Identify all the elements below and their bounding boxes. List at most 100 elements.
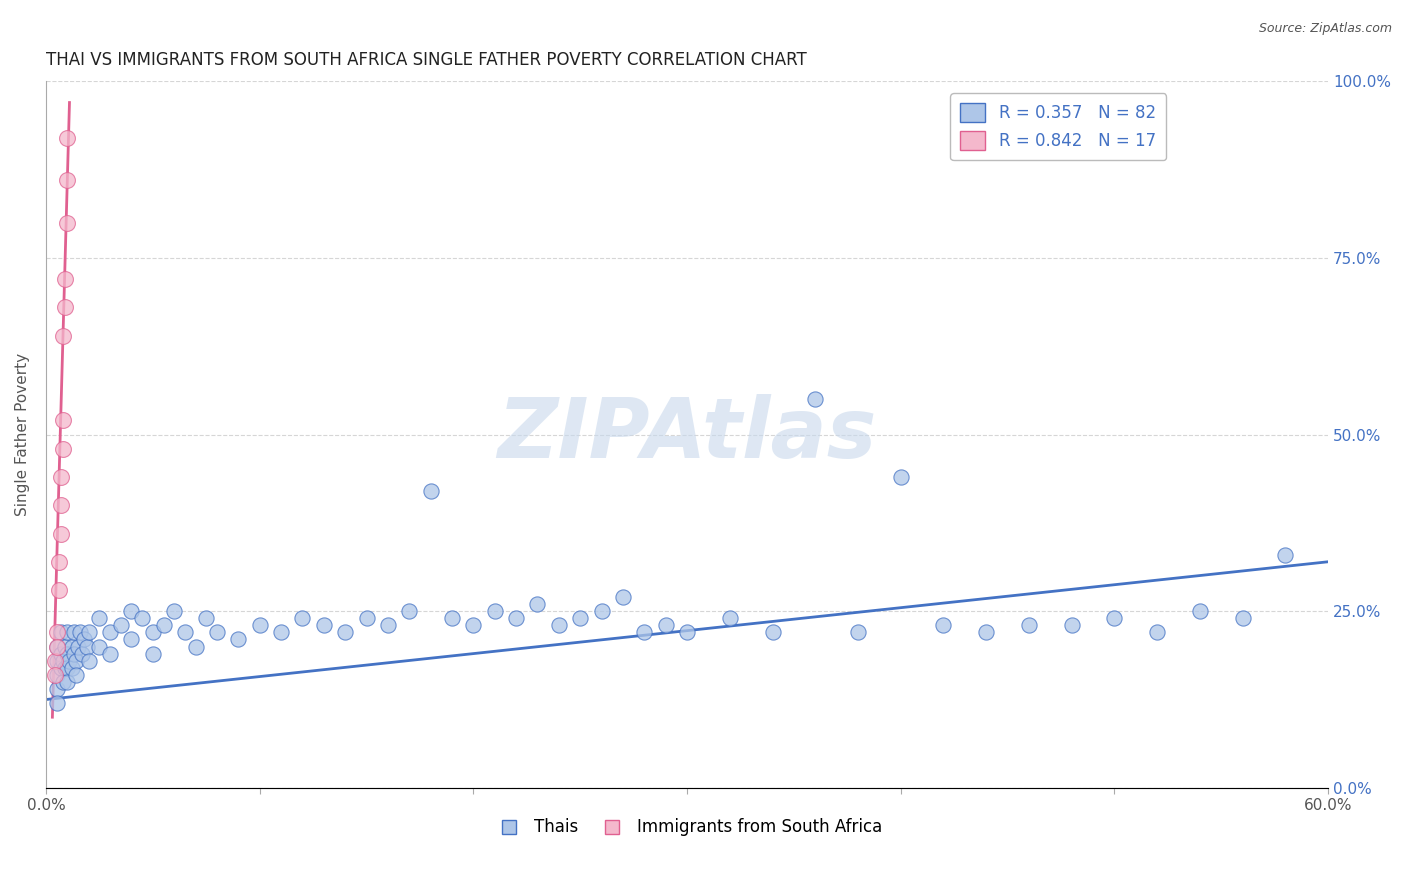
Point: [419, 484, 441, 499]
Point: [484, 604, 506, 618]
Point: [52, 413, 75, 427]
Point: [1188, 604, 1211, 618]
Point: [110, 618, 132, 632]
Point: [60, 661, 83, 675]
Point: [45, 625, 67, 640]
Point: [73, 632, 96, 647]
Point: [195, 611, 218, 625]
Point: [505, 611, 527, 625]
Point: [69, 625, 91, 640]
Point: [1146, 625, 1168, 640]
Point: [53, 301, 76, 315]
Point: [45, 668, 67, 682]
Point: [440, 611, 463, 625]
Point: [142, 625, 165, 640]
Point: [45, 640, 67, 654]
Y-axis label: Single Father Poverty: Single Father Poverty: [15, 353, 30, 516]
Point: [633, 625, 655, 640]
Point: [98, 625, 121, 640]
Point: [612, 590, 634, 604]
Point: [76, 640, 98, 654]
Point: [463, 618, 485, 632]
Point: [44, 654, 66, 668]
Point: [184, 640, 207, 654]
Point: [1018, 618, 1040, 632]
Point: [591, 604, 613, 618]
Point: [249, 618, 271, 632]
Point: [291, 611, 314, 625]
Point: [89, 611, 111, 625]
Point: [131, 611, 153, 625]
Point: [974, 625, 997, 640]
Point: [676, 625, 699, 640]
Point: [62, 647, 84, 661]
Text: ZIPAtlas: ZIPAtlas: [498, 394, 877, 475]
Point: [312, 618, 335, 632]
Point: [1104, 611, 1126, 625]
Point: [654, 618, 676, 632]
Point: [45, 681, 67, 696]
Point: [718, 611, 741, 625]
Point: [49, 470, 72, 484]
Point: [142, 647, 165, 661]
Point: [377, 618, 399, 632]
Point: [173, 625, 195, 640]
Point: [52, 654, 75, 668]
Point: [45, 654, 67, 668]
Point: [890, 470, 912, 484]
Point: [56, 216, 79, 230]
Point: [58, 654, 80, 668]
Point: [226, 632, 249, 647]
Point: [52, 328, 75, 343]
Point: [1232, 611, 1254, 625]
Point: [49, 647, 72, 661]
Point: [120, 632, 142, 647]
Point: [45, 696, 67, 710]
Point: [932, 618, 955, 632]
Point: [60, 640, 83, 654]
Point: [152, 618, 174, 632]
Point: [44, 668, 66, 682]
Point: [62, 625, 84, 640]
Point: [89, 640, 111, 654]
Point: [547, 618, 569, 632]
Point: [49, 526, 72, 541]
Point: [49, 661, 72, 675]
Point: [65, 654, 87, 668]
Point: [1060, 618, 1083, 632]
Point: [72, 647, 94, 661]
Point: [49, 625, 72, 640]
Point: [1274, 548, 1296, 562]
Point: [120, 604, 142, 618]
Point: [163, 604, 186, 618]
Text: THAI VS IMMIGRANTS FROM SOUTH AFRICA SINGLE FATHER POVERTY CORRELATION CHART: THAI VS IMMIGRANTS FROM SOUTH AFRICA SIN…: [46, 51, 807, 69]
Point: [56, 625, 79, 640]
Point: [53, 661, 76, 675]
Point: [56, 173, 79, 187]
Point: [66, 640, 89, 654]
Point: [77, 654, 100, 668]
Point: [761, 625, 783, 640]
Point: [270, 625, 292, 640]
Point: [56, 674, 79, 689]
Point: [52, 674, 75, 689]
Point: [48, 555, 70, 569]
Point: [53, 272, 76, 286]
Point: [65, 668, 87, 682]
Point: [56, 647, 79, 661]
Point: [56, 661, 79, 675]
Point: [804, 392, 827, 407]
Point: [77, 625, 100, 640]
Point: [569, 611, 592, 625]
Point: [205, 625, 228, 640]
Point: [56, 131, 79, 145]
Text: Source: ZipAtlas.com: Source: ZipAtlas.com: [1258, 22, 1392, 36]
Point: [45, 640, 67, 654]
Point: [333, 625, 356, 640]
Legend: Thais, Immigrants from South Africa: Thais, Immigrants from South Africa: [485, 812, 889, 843]
Point: [846, 625, 869, 640]
Point: [98, 647, 121, 661]
Point: [49, 498, 72, 512]
Point: [526, 597, 548, 611]
Point: [48, 582, 70, 597]
